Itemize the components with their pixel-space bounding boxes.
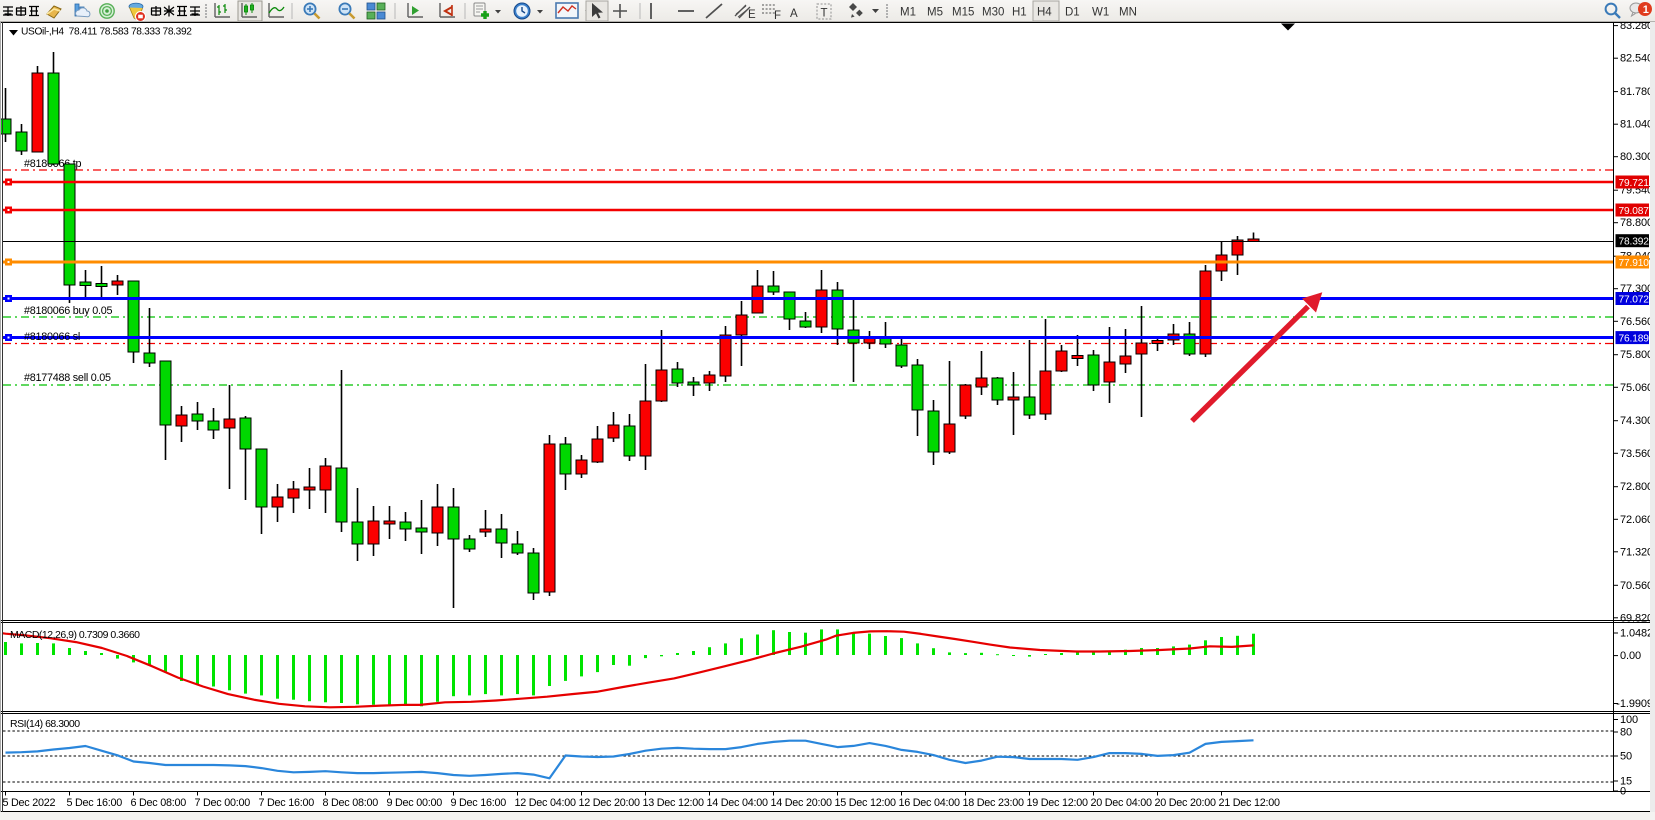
svg-text:9 Dec 00:00: 9 Dec 00:00 bbox=[387, 797, 443, 809]
svg-text:18 Dec 23:00: 18 Dec 23:00 bbox=[963, 797, 1024, 809]
svg-text:70.560: 70.560 bbox=[1620, 580, 1653, 592]
svg-text:77.910: 77.910 bbox=[1619, 258, 1650, 269]
svg-text:71.320: 71.320 bbox=[1620, 546, 1653, 558]
svg-text:USOil-,H4 78.411 78.583 78.33: USOil-,H4 78.411 78.583 78.333 78.392 bbox=[21, 27, 192, 38]
svg-text:14 Dec 20:00: 14 Dec 20:00 bbox=[771, 797, 832, 809]
svg-text:83.280: 83.280 bbox=[1620, 20, 1653, 32]
svg-text:MACD(12,26,9) 0.7309 0.3660: MACD(12,26,9) 0.7309 0.3660 bbox=[10, 629, 140, 641]
svg-text:1.0482: 1.0482 bbox=[1620, 628, 1653, 640]
svg-text:12 Dec 20:00: 12 Dec 20:00 bbox=[579, 797, 640, 809]
svg-text:E: E bbox=[748, 9, 756, 21]
svg-text:100: 100 bbox=[1620, 714, 1638, 726]
svg-text:H4: H4 bbox=[1037, 7, 1052, 19]
svg-text:50: 50 bbox=[1620, 751, 1632, 763]
svg-text:16 Dec 04:00: 16 Dec 04:00 bbox=[899, 797, 960, 809]
svg-text:69.820: 69.820 bbox=[1620, 612, 1653, 624]
svg-text:W1: W1 bbox=[1092, 7, 1109, 19]
svg-text:#8177488 sell 0.05: #8177488 sell 0.05 bbox=[24, 372, 111, 384]
svg-text:H1: H1 bbox=[1012, 7, 1027, 19]
svg-text:19 Dec 12:00: 19 Dec 12:00 bbox=[1027, 797, 1088, 809]
svg-text:M15: M15 bbox=[952, 7, 974, 19]
svg-text:72.800: 72.800 bbox=[1620, 481, 1653, 493]
svg-text:75.060: 75.060 bbox=[1620, 382, 1653, 394]
svg-text:MN: MN bbox=[1119, 7, 1137, 19]
svg-text:0.00: 0.00 bbox=[1620, 650, 1641, 662]
svg-text:1: 1 bbox=[1643, 4, 1649, 16]
svg-text:15 Dec 12:00: 15 Dec 12:00 bbox=[835, 797, 896, 809]
svg-text:RSI(14) 68.3000: RSI(14) 68.3000 bbox=[10, 718, 80, 730]
svg-text:T: T bbox=[821, 8, 828, 20]
svg-text:82.540: 82.540 bbox=[1620, 53, 1653, 65]
svg-text:8 Dec 08:00: 8 Dec 08:00 bbox=[323, 797, 379, 809]
svg-text:76.189: 76.189 bbox=[1619, 333, 1650, 344]
svg-text:M30: M30 bbox=[982, 7, 1004, 19]
svg-text:80: 80 bbox=[1620, 727, 1632, 739]
svg-text:72.060: 72.060 bbox=[1620, 514, 1653, 526]
svg-text:0: 0 bbox=[1620, 786, 1626, 798]
svg-text:79.087: 79.087 bbox=[1619, 206, 1650, 217]
svg-text:13 Dec 12:00: 13 Dec 12:00 bbox=[643, 797, 704, 809]
svg-text:74.300: 74.300 bbox=[1620, 415, 1653, 427]
svg-text:79.721: 79.721 bbox=[1619, 178, 1650, 189]
svg-text:M1: M1 bbox=[900, 7, 916, 19]
svg-text:F: F bbox=[774, 10, 781, 22]
svg-text:5 Dec 2022: 5 Dec 2022 bbox=[3, 797, 56, 809]
svg-text:9 Dec 16:00: 9 Dec 16:00 bbox=[451, 797, 507, 809]
svg-text:#8180066 sl: #8180066 sl bbox=[24, 331, 80, 343]
svg-text:7 Dec 00:00: 7 Dec 00:00 bbox=[195, 797, 251, 809]
svg-text:21 Dec 12:00: 21 Dec 12:00 bbox=[1219, 797, 1280, 809]
svg-text:7 Dec 16:00: 7 Dec 16:00 bbox=[259, 797, 315, 809]
svg-text:15: 15 bbox=[1620, 776, 1632, 788]
svg-text:A: A bbox=[790, 8, 798, 20]
svg-text:76.560: 76.560 bbox=[1620, 316, 1653, 328]
svg-text:M5: M5 bbox=[927, 7, 943, 19]
svg-text:77.072: 77.072 bbox=[1619, 294, 1650, 305]
svg-text:75.800: 75.800 bbox=[1620, 349, 1653, 361]
svg-text:80.300: 80.300 bbox=[1620, 151, 1653, 163]
svg-text:-1.9909: -1.9909 bbox=[1616, 698, 1653, 710]
svg-text:20 Dec 04:00: 20 Dec 04:00 bbox=[1091, 797, 1152, 809]
svg-text:6 Dec 08:00: 6 Dec 08:00 bbox=[131, 797, 187, 809]
svg-text:81.780: 81.780 bbox=[1620, 86, 1653, 98]
svg-text:73.560: 73.560 bbox=[1620, 448, 1653, 460]
svg-text:20 Dec 20:00: 20 Dec 20:00 bbox=[1155, 797, 1216, 809]
svg-text:5 Dec 16:00: 5 Dec 16:00 bbox=[67, 797, 123, 809]
svg-text:#8180066 buy 0.05: #8180066 buy 0.05 bbox=[24, 305, 112, 317]
svg-text:78.800: 78.800 bbox=[1620, 217, 1653, 229]
svg-text:D1: D1 bbox=[1065, 7, 1080, 19]
svg-text:12 Dec 04:00: 12 Dec 04:00 bbox=[515, 797, 576, 809]
svg-text:81.040: 81.040 bbox=[1620, 119, 1653, 131]
svg-text:14 Dec 04:00: 14 Dec 04:00 bbox=[707, 797, 768, 809]
svg-text:78.392: 78.392 bbox=[1619, 237, 1650, 248]
